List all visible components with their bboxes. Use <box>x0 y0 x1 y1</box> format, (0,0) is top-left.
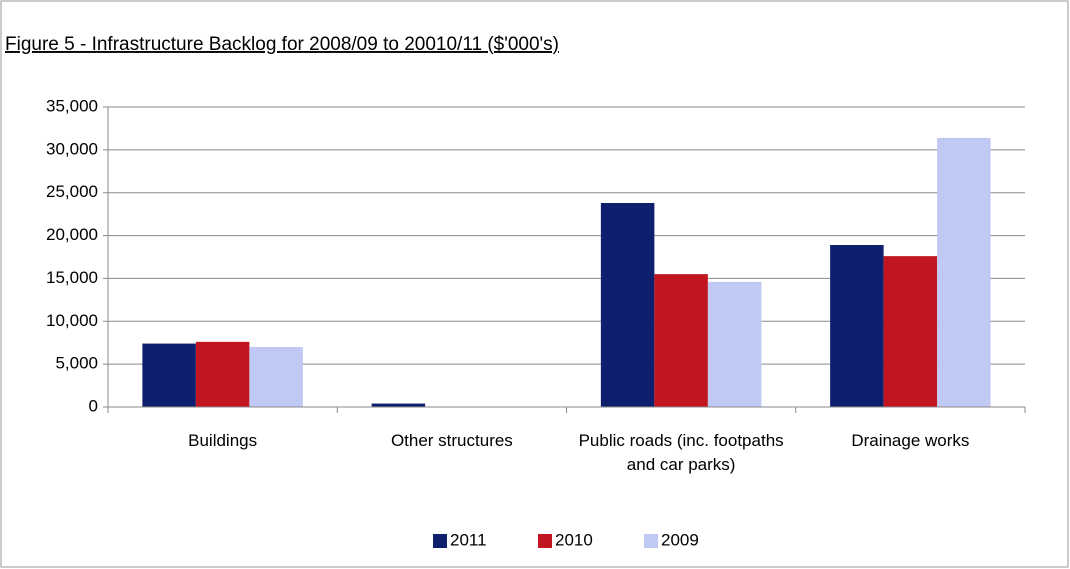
legend-swatch <box>433 534 447 548</box>
y-tick-label: 10,000 <box>46 311 98 330</box>
y-tick-label: 15,000 <box>46 268 98 287</box>
x-tick-label: Drainage works <box>851 431 970 450</box>
bar <box>830 245 884 407</box>
legend-label: 2010 <box>555 530 593 549</box>
bar <box>195 341 250 407</box>
y-tick-label: 25,000 <box>46 182 98 201</box>
legend-label: 2009 <box>661 530 699 549</box>
chart-title: Figure 5 - Infrastructure Backlog for 20… <box>5 34 559 55</box>
legend-label: 2011 <box>450 530 487 549</box>
x-tick-label: Other structures <box>390 431 513 450</box>
bar <box>937 137 991 407</box>
x-tick-label: Buildings <box>188 431 258 450</box>
bar <box>371 403 426 407</box>
legend-swatch <box>538 534 552 548</box>
y-tick-label: 30,000 <box>46 139 98 158</box>
bar <box>654 274 708 407</box>
y-tick-label: 0 <box>89 396 98 415</box>
bar <box>707 281 762 407</box>
bar <box>883 256 938 407</box>
legend-swatch <box>644 534 658 548</box>
x-tick-label: Public roads (inc. footpaths and car par… <box>578 431 784 474</box>
y-tick-label: 35,000 <box>46 96 98 115</box>
bar <box>142 343 196 407</box>
y-tick-label: 5,000 <box>55 354 98 373</box>
y-tick-label: 20,000 <box>46 225 98 244</box>
bar <box>600 203 655 407</box>
bar <box>249 347 303 407</box>
